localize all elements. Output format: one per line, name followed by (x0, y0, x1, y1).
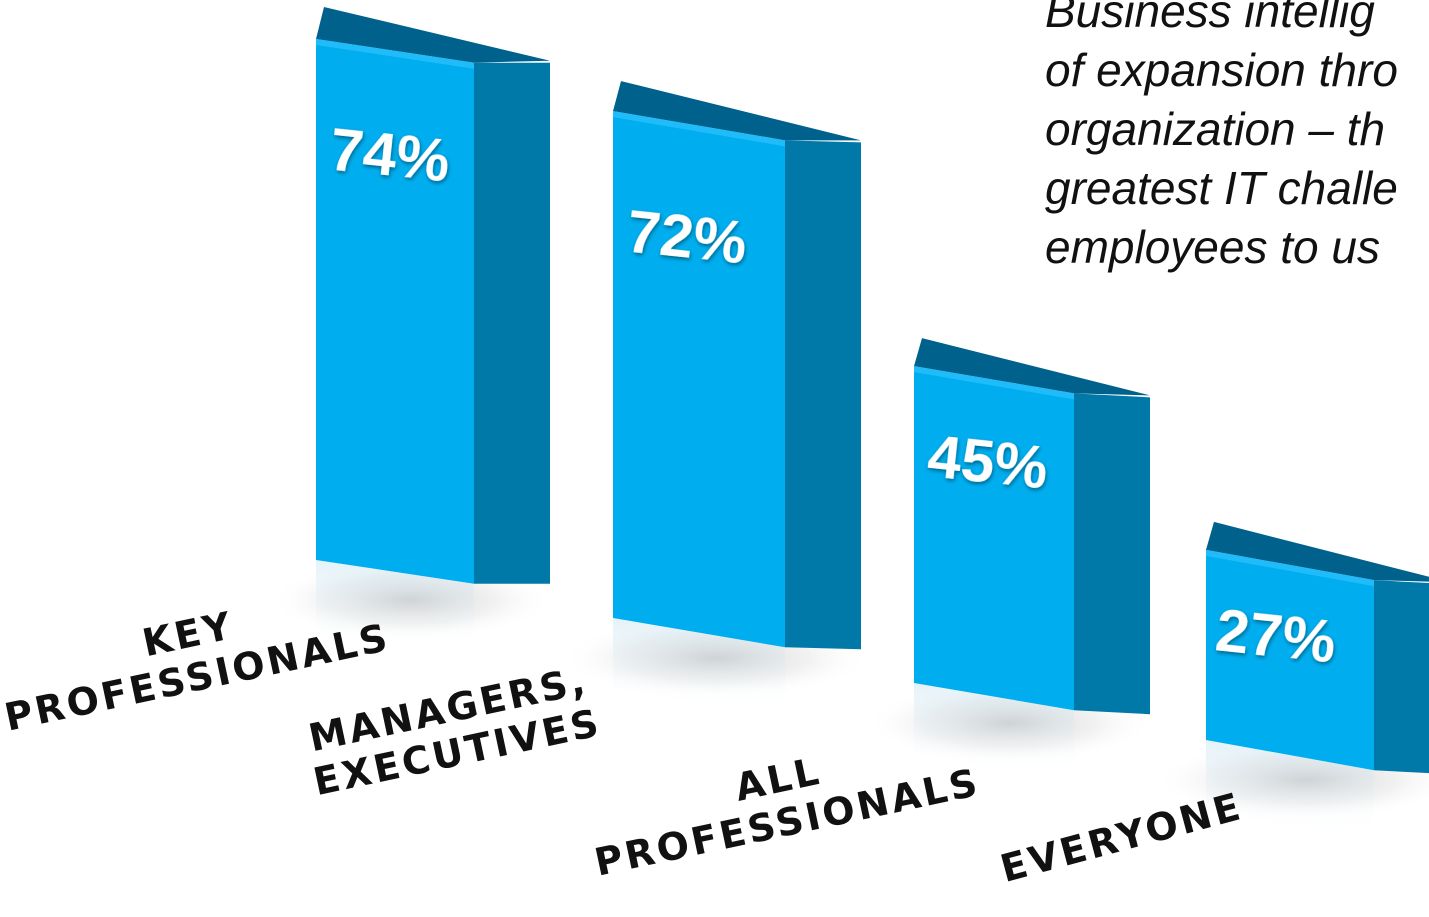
value-label: 45% (925, 422, 1051, 501)
bar-top (914, 338, 1150, 396)
bar-front (1206, 549, 1374, 771)
value-label: 72% (624, 197, 750, 276)
bar-reflection (914, 683, 1074, 781)
value-label: 74% (327, 115, 453, 194)
bar: 74% (316, 7, 550, 584)
bar-top (1206, 521, 1429, 582)
bar-reflection (613, 618, 785, 718)
bar-reflection (1206, 740, 1374, 841)
category-label-line: EVERYONE (996, 784, 1248, 891)
caption-line-1: Business intellig (1045, 0, 1375, 37)
caption-line-5: employees to us (1045, 221, 1380, 273)
bar-side (785, 140, 861, 650)
caption-line-2: of expansion thro (1045, 44, 1398, 96)
bar-front (613, 111, 785, 648)
bar-side (1074, 393, 1150, 715)
bar: 45% (914, 338, 1150, 715)
bar: 72% (613, 81, 861, 650)
category-label: EVERYONE (996, 784, 1248, 891)
floor-shadows (268, 560, 1429, 841)
caption-text: Business intellig of expansion thro orga… (1045, 0, 1429, 277)
bar-bevel (613, 111, 785, 147)
bar-top (316, 7, 550, 63)
bar-front (316, 39, 474, 584)
bar-side (1374, 580, 1429, 774)
bar: 27% (1206, 521, 1429, 774)
bar-bevel (316, 39, 474, 69)
caption-line-3: organization – th (1045, 103, 1386, 155)
bar-front (914, 366, 1074, 711)
bar-side (474, 62, 550, 584)
bar-top (613, 81, 861, 141)
value-label: 27% (1213, 596, 1339, 675)
caption-line-4: greatest IT challe (1045, 162, 1398, 214)
bar-bevel (914, 366, 1074, 400)
bar-reflection (316, 560, 474, 654)
bars-group: 74% 72% 45% 27% (316, 7, 1429, 774)
category-label: MANAGERS,EXECUTIVES (305, 658, 605, 804)
bar-bevel (1206, 549, 1374, 587)
